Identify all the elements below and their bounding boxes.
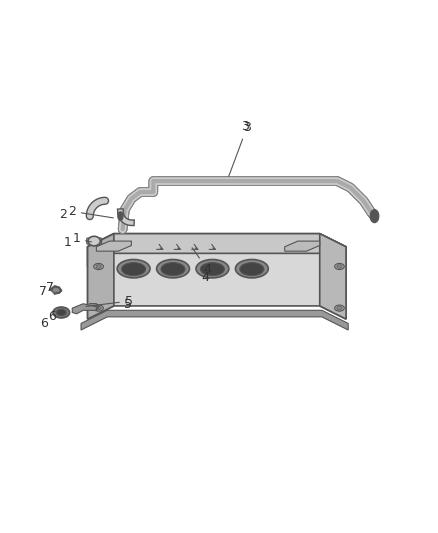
Ellipse shape [337, 265, 342, 268]
Text: 7: 7 [46, 281, 54, 294]
Polygon shape [96, 241, 131, 251]
Polygon shape [81, 310, 348, 330]
Text: 4: 4 [201, 271, 209, 284]
Text: 6: 6 [48, 310, 56, 323]
Ellipse shape [94, 263, 103, 270]
Text: 5: 5 [86, 295, 133, 308]
Ellipse shape [117, 260, 150, 278]
Text: 4: 4 [192, 248, 212, 276]
Ellipse shape [88, 236, 100, 246]
Ellipse shape [118, 212, 123, 221]
Polygon shape [88, 233, 114, 319]
Ellipse shape [94, 305, 103, 311]
Text: 6: 6 [40, 317, 48, 330]
Text: 1: 1 [72, 232, 92, 245]
Ellipse shape [161, 263, 185, 276]
Text: 1: 1 [64, 236, 72, 249]
Ellipse shape [196, 260, 229, 278]
Ellipse shape [337, 306, 342, 310]
Text: 5: 5 [124, 298, 132, 311]
Ellipse shape [335, 263, 344, 270]
Ellipse shape [53, 307, 70, 318]
Polygon shape [88, 233, 346, 266]
Ellipse shape [96, 265, 101, 268]
Ellipse shape [370, 209, 379, 223]
Polygon shape [72, 304, 96, 314]
Ellipse shape [121, 263, 145, 276]
Polygon shape [320, 233, 346, 319]
Polygon shape [285, 241, 320, 251]
Ellipse shape [240, 263, 264, 276]
Ellipse shape [57, 309, 66, 316]
Ellipse shape [335, 305, 344, 311]
FancyBboxPatch shape [87, 238, 102, 244]
Text: 7: 7 [39, 285, 47, 298]
Ellipse shape [235, 260, 268, 278]
Ellipse shape [96, 306, 101, 310]
Ellipse shape [200, 263, 224, 276]
Text: 2: 2 [68, 205, 113, 218]
Ellipse shape [157, 260, 190, 278]
Polygon shape [50, 286, 61, 294]
Polygon shape [88, 233, 346, 319]
Text: 3: 3 [229, 120, 251, 176]
Text: 2: 2 [60, 208, 67, 221]
Text: 3: 3 [241, 120, 249, 133]
